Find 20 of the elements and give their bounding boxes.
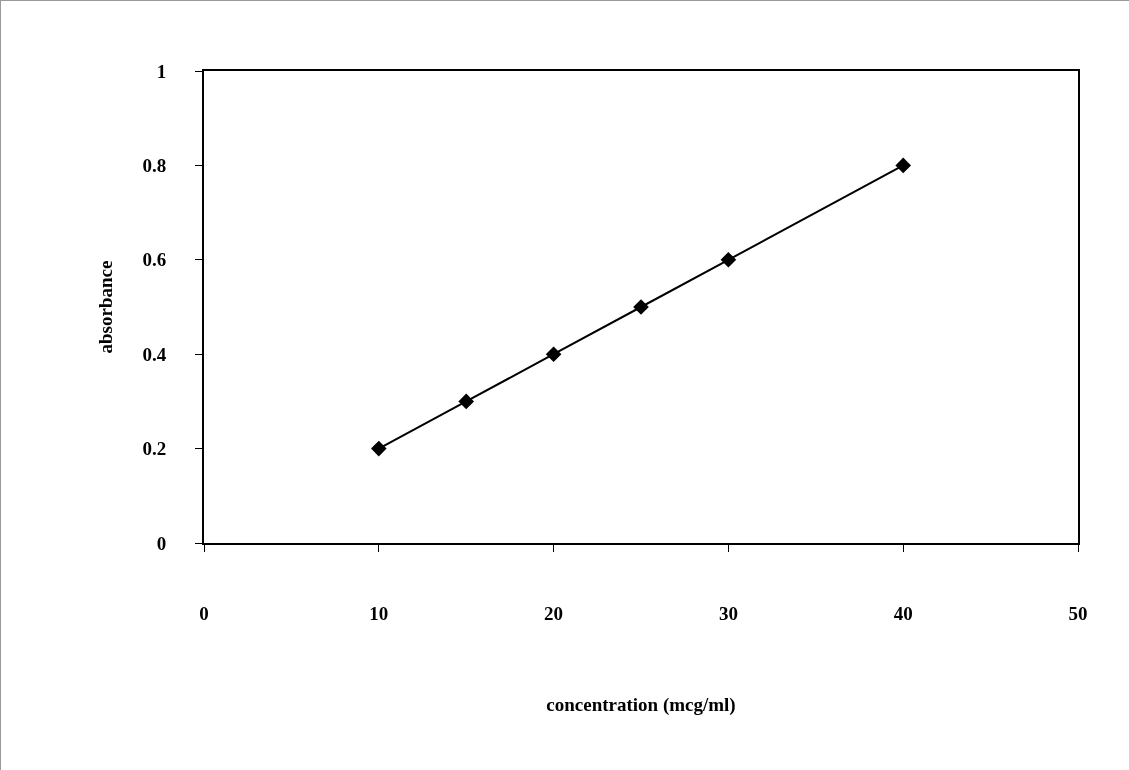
y-tick-label: 0.4 (142, 343, 167, 365)
x-tick-label: 20 (544, 602, 564, 624)
x-tick-label: 0 (199, 602, 209, 624)
point (633, 299, 649, 315)
y-tick-label: 1 (156, 60, 167, 82)
x-tick-label: 50 (1068, 602, 1088, 624)
point (545, 346, 562, 362)
point (371, 440, 387, 457)
y-axis-title: absorbance (94, 260, 116, 354)
y-tick-label: 0.8 (142, 155, 167, 177)
y-tick-label: 0.6 (142, 249, 167, 271)
point (895, 157, 911, 174)
point (458, 393, 474, 410)
point (720, 252, 737, 268)
x-axis-title: concentration (mcg/ml) (546, 694, 736, 717)
x-tick-label: 10 (369, 602, 389, 624)
y-tick-label: 0.2 (142, 438, 167, 460)
x-tick-label: 40 (893, 602, 913, 624)
x-tick-label: 30 (718, 602, 738, 624)
y-tick-label: 0 (156, 532, 167, 554)
